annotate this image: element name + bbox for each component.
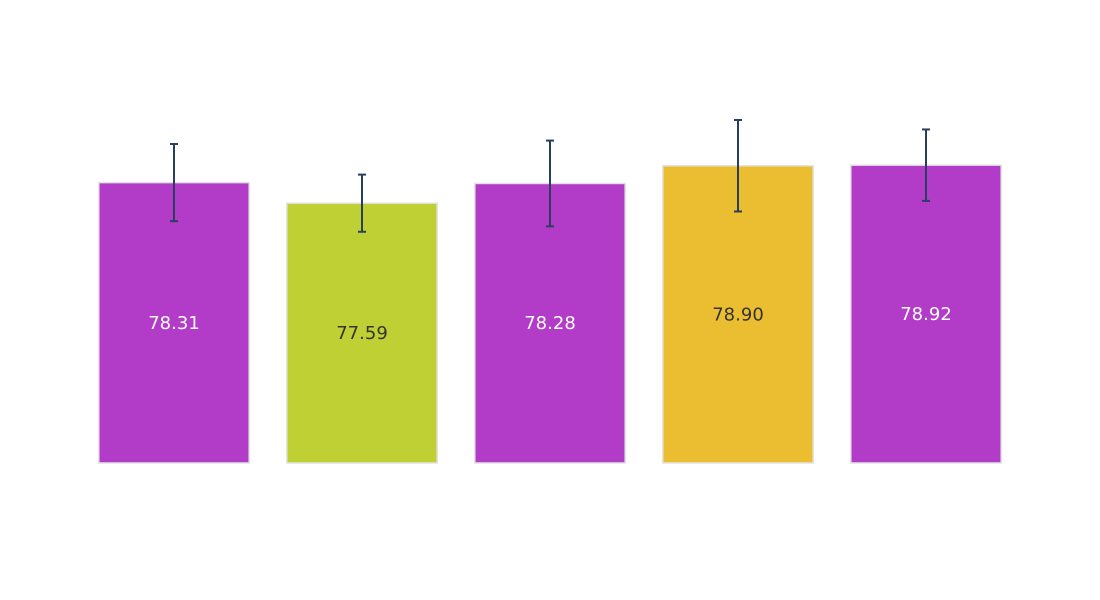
bar-2	[286, 202, 438, 464]
bar-value-label-1: 78.31	[148, 313, 200, 334]
bar-4	[662, 164, 814, 464]
bar-value-label-3: 78.28	[524, 313, 576, 334]
error-bar-5	[922, 128, 930, 202]
bar-value-label-5: 78.92	[900, 304, 952, 325]
bar-value-label-4: 78.90	[712, 304, 764, 325]
bar-5	[850, 164, 1002, 464]
error-bar-3	[546, 139, 554, 228]
error-bar-1	[170, 143, 178, 223]
error-bar-4	[734, 119, 742, 213]
bar-value-label-2: 77.59	[336, 323, 388, 344]
error-bar-2	[358, 173, 366, 233]
value-labels-layer: 78.31 77.59 78.28 78.90 78.92	[148, 304, 952, 344]
error-bars-layer	[170, 119, 930, 233]
bar-1	[98, 181, 250, 464]
